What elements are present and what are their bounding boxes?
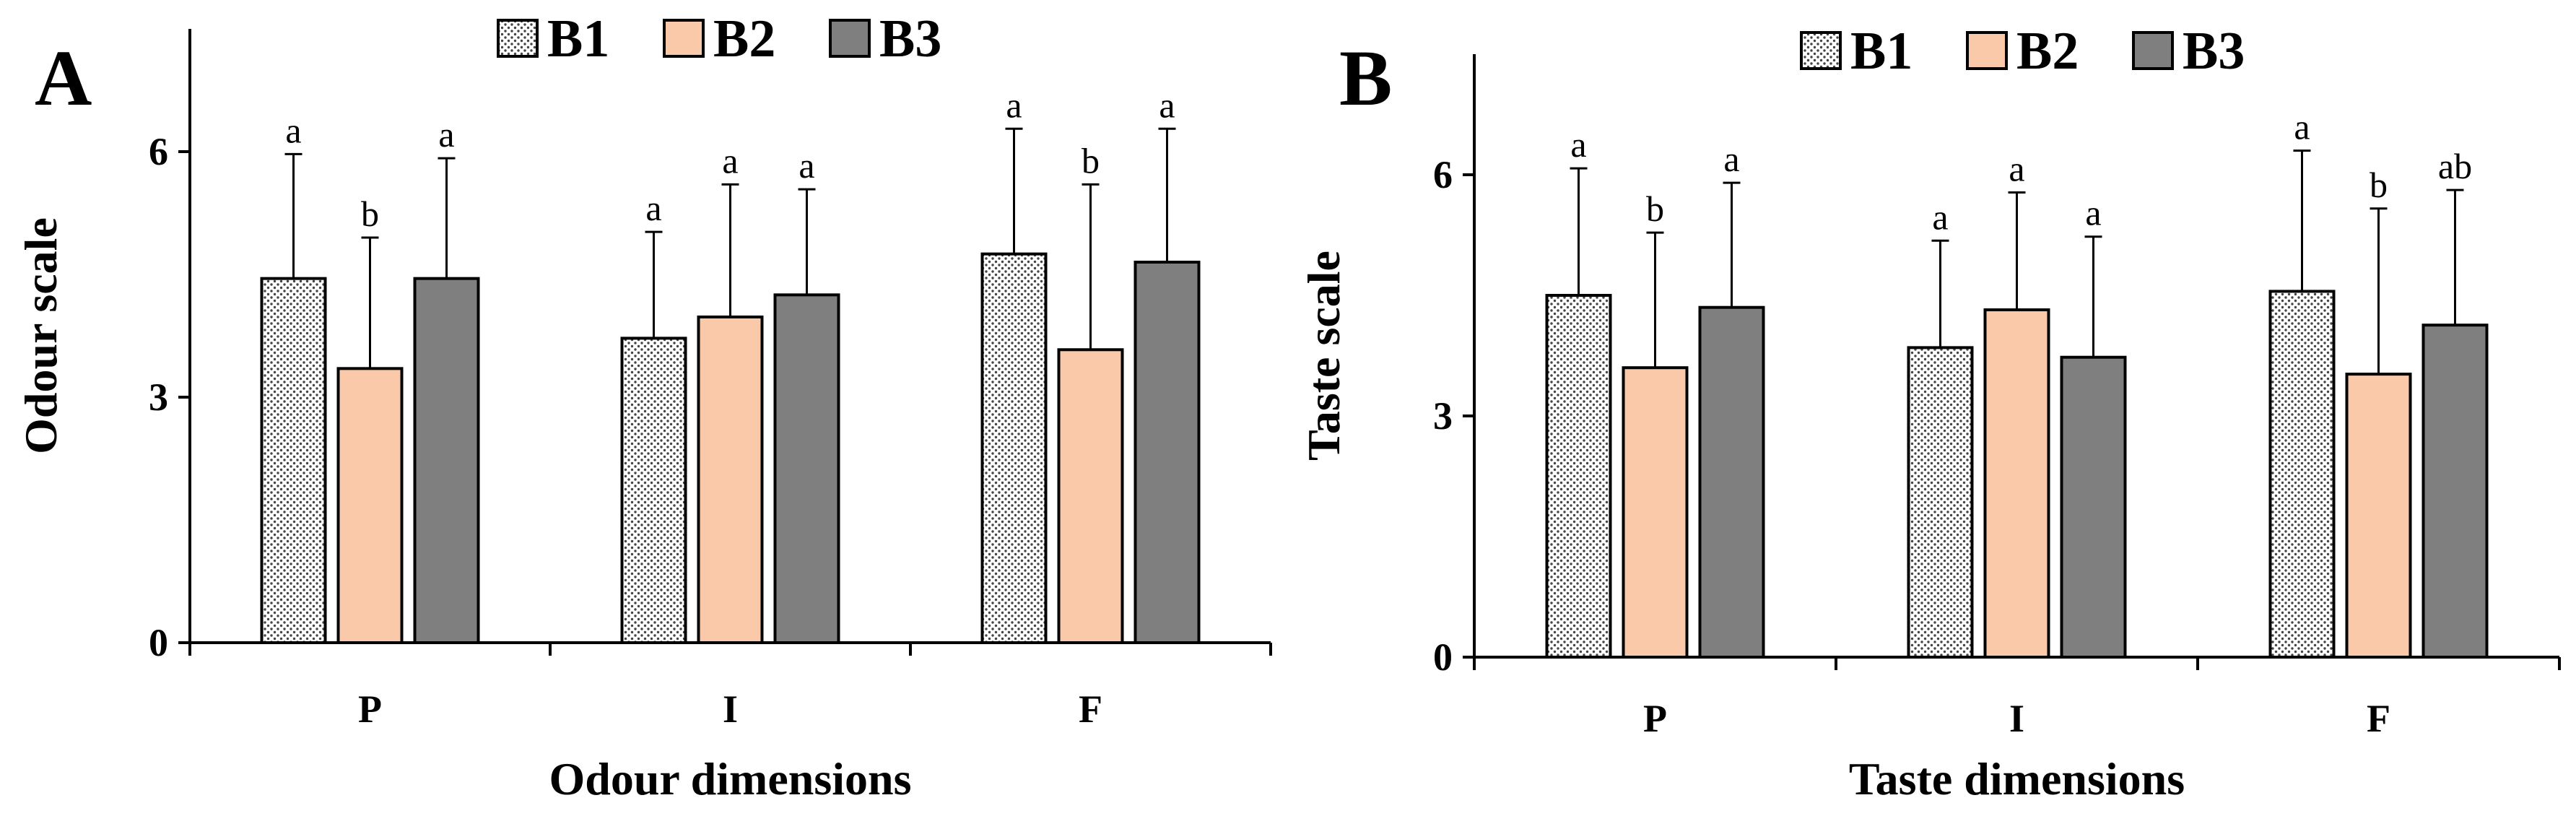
significance-letter: a bbox=[1723, 139, 1739, 179]
y-tick-label: 6 bbox=[149, 130, 168, 173]
y-tick-label: 6 bbox=[1433, 153, 1453, 196]
y-tick-label: 0 bbox=[149, 621, 168, 664]
bar-b2-i bbox=[697, 315, 764, 644]
bar-b3-i bbox=[2060, 355, 2127, 659]
bar-b3-i bbox=[773, 293, 840, 644]
category-label: I bbox=[2009, 697, 2024, 740]
bar-b1-p bbox=[260, 277, 327, 644]
legend-label-b3: B3 bbox=[2183, 22, 2245, 81]
significance-letter: a bbox=[1570, 124, 1586, 165]
legend-label-b3: B3 bbox=[879, 9, 941, 69]
significance-letter: a bbox=[1932, 196, 1948, 237]
category-label: P bbox=[358, 687, 382, 731]
legend-swatch-b3 bbox=[829, 19, 871, 58]
bar-b3-p bbox=[413, 277, 480, 644]
bar-b2-f bbox=[2345, 373, 2412, 659]
legend-label-b1: B1 bbox=[547, 9, 609, 69]
legend-swatch-b3 bbox=[2132, 31, 2174, 70]
category-label: F bbox=[1079, 687, 1102, 731]
bar-b3-p bbox=[1698, 305, 1765, 659]
category-label: F bbox=[2367, 697, 2390, 740]
significance-letter: b bbox=[1646, 188, 1664, 229]
y-tick-label: 3 bbox=[149, 376, 168, 419]
bar-b1-i bbox=[1907, 346, 1974, 659]
significance-letter: a bbox=[645, 188, 661, 228]
significance-letter: a bbox=[2009, 148, 2024, 188]
bar-b3-f bbox=[2421, 324, 2489, 659]
significance-letter: a bbox=[1006, 84, 1022, 125]
y-tick-label: 3 bbox=[1433, 394, 1453, 438]
legend-swatch-b1 bbox=[497, 19, 539, 58]
y-axis-title: Taste scale bbox=[1298, 251, 1349, 461]
category-label: I bbox=[723, 687, 738, 731]
bar-b2-f bbox=[1057, 348, 1124, 644]
significance-letter: b bbox=[1082, 140, 1100, 181]
significance-letter: a bbox=[438, 114, 454, 155]
significance-letter: b bbox=[2370, 165, 2388, 205]
x-axis-title: Taste dimensions bbox=[1849, 753, 2185, 804]
bar-b3-f bbox=[1133, 261, 1201, 644]
significance-letter: a bbox=[722, 140, 738, 181]
y-tick-label: 0 bbox=[1433, 635, 1453, 679]
bar-b1-f bbox=[980, 252, 1048, 644]
significance-letter: a bbox=[285, 110, 301, 150]
y-axis-title: Odour scale bbox=[15, 217, 66, 454]
bar-b2-p bbox=[1622, 366, 1689, 659]
significance-letter: a bbox=[2085, 193, 2101, 233]
significance-letter: a bbox=[1159, 84, 1175, 125]
legend-swatch-b2 bbox=[663, 19, 705, 58]
bar-b2-p bbox=[336, 367, 404, 644]
panel-label: B bbox=[1339, 34, 1392, 122]
panel-label: A bbox=[35, 34, 92, 122]
legend-label-b1: B1 bbox=[1850, 22, 1913, 81]
significance-letter: a bbox=[2294, 107, 2310, 147]
bar-b1-i bbox=[620, 337, 687, 644]
legend-swatch-b1 bbox=[1800, 31, 1842, 70]
significance-letter: b bbox=[361, 194, 379, 234]
panel-a: A 0 3 6 Odour scale a b a Pa a a Ia b a F Odour dimensi… bbox=[15, 9, 1272, 804]
significance-letter: ab bbox=[2438, 146, 2472, 186]
legend-label-b2: B2 bbox=[2016, 22, 2079, 81]
bar-b2-i bbox=[1983, 308, 2050, 659]
x-axis-title: Odour dimensions bbox=[549, 753, 911, 804]
bar-b1-f bbox=[2268, 290, 2336, 659]
category-label: P bbox=[1643, 697, 1667, 740]
legend-swatch-b2 bbox=[1966, 31, 2008, 70]
legend-label-b2: B2 bbox=[713, 9, 775, 69]
bar-b1-p bbox=[1545, 294, 1612, 659]
significance-letter: a bbox=[799, 145, 814, 186]
